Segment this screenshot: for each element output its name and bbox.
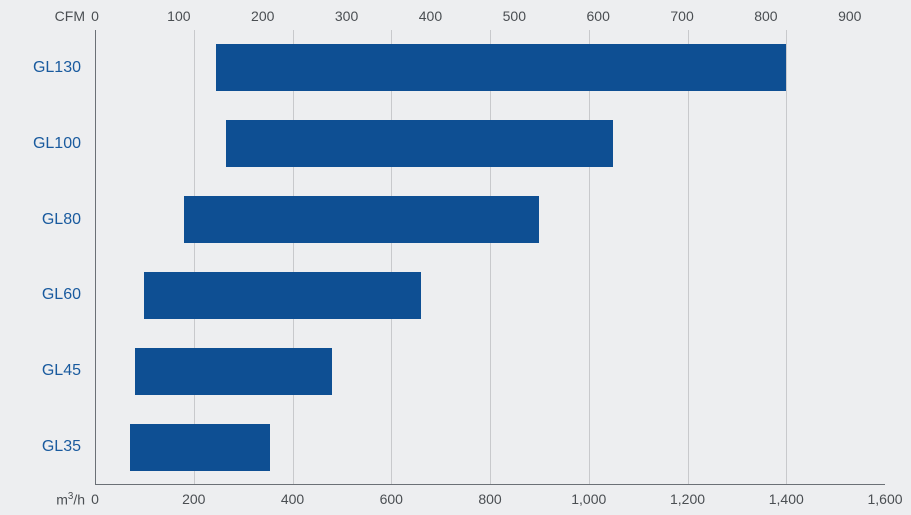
axis-top-tick: 300 xyxy=(335,8,358,30)
axis-bottom-tick: 1,200 xyxy=(670,485,705,507)
axis-bottom-tick: 600 xyxy=(380,485,403,507)
axis-top-tick: 600 xyxy=(586,8,609,30)
axis-top-tick: 800 xyxy=(754,8,777,30)
axis-top-tick: 900 xyxy=(838,8,861,30)
plot-frame xyxy=(95,30,885,485)
axis-bottom-tick: 800 xyxy=(478,485,501,507)
y-category-label: GL35 xyxy=(42,438,95,456)
axis-top-tick: 400 xyxy=(419,8,442,30)
plot-area: CFM m3/h 0100200300400500600700800900020… xyxy=(95,30,885,485)
axis-top-tick: 700 xyxy=(670,8,693,30)
axis-top-tick: 0 xyxy=(91,8,99,30)
axis-bottom-tick: 1,000 xyxy=(571,485,606,507)
axis-bottom-tick: 1,600 xyxy=(867,485,902,507)
axis-top-tick: 500 xyxy=(503,8,526,30)
axis-top-tick: 200 xyxy=(251,8,274,30)
axis-bottom-label: m3/h xyxy=(56,485,95,508)
axis-bottom-tick: 0 xyxy=(91,485,99,507)
y-category-label: GL130 xyxy=(33,59,95,77)
y-category-label: GL80 xyxy=(42,211,95,229)
y-category-label: GL100 xyxy=(33,135,95,153)
y-category-label: GL45 xyxy=(42,362,95,380)
axis-bottom-tick: 200 xyxy=(182,485,205,507)
axis-top-label: CFM xyxy=(55,8,95,30)
axis-bottom-tick: 400 xyxy=(281,485,304,507)
axis-bottom-tick: 1,400 xyxy=(769,485,804,507)
y-category-label: GL60 xyxy=(42,286,95,304)
axis-top-tick: 100 xyxy=(167,8,190,30)
range-bar-chart: CFM m3/h 0 100 200 300 400 500 600 700 800 900 0 20… xyxy=(0,0,911,515)
